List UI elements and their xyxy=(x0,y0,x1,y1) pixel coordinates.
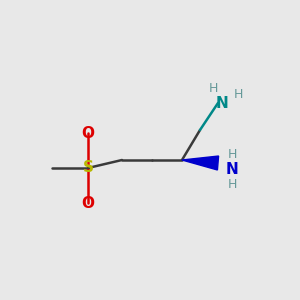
Text: N: N xyxy=(226,163,238,178)
Text: O: O xyxy=(82,125,94,140)
Text: H: H xyxy=(227,148,237,161)
Text: S: S xyxy=(82,160,94,175)
Text: H: H xyxy=(233,88,243,101)
Text: N: N xyxy=(216,95,228,110)
Text: H: H xyxy=(227,178,237,191)
Polygon shape xyxy=(182,156,219,170)
Text: O: O xyxy=(82,196,94,211)
Text: H: H xyxy=(208,82,218,94)
